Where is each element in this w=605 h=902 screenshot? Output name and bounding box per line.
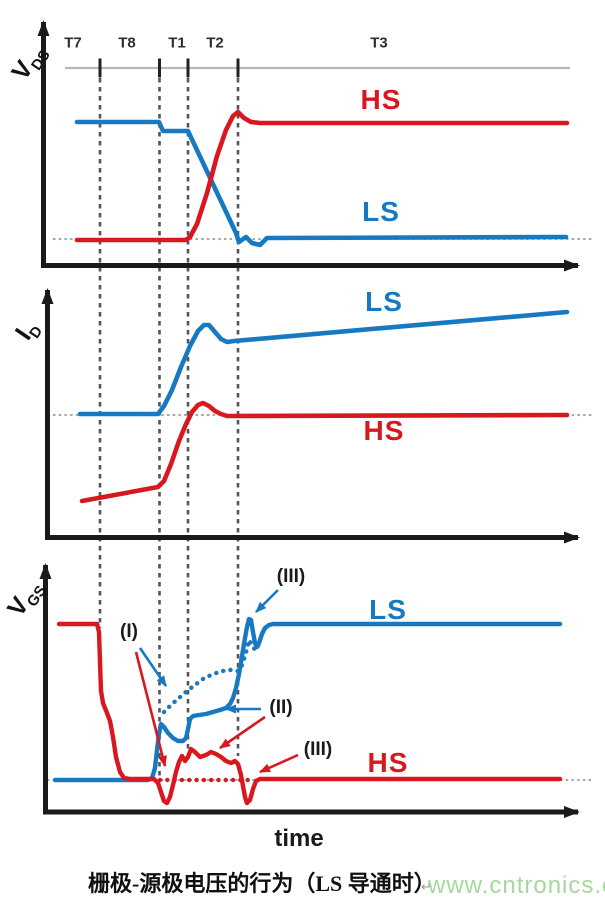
x-axis-label-time: time [274, 825, 324, 852]
trace-label-vds-hs: HS [360, 84, 402, 115]
trace-label-id-ls: LS [365, 286, 403, 317]
annotation-ii: (II) [269, 697, 293, 718]
annotation-iii-bottom: (III) [303, 739, 333, 760]
figure-caption: 栅极-源极电压的行为（LS 导通时） [88, 871, 436, 896]
trace-label-vgs-ls: LS [369, 594, 407, 625]
trace-label-id-hs: HS [363, 415, 405, 446]
annotation-iii-top: (III) [276, 566, 306, 587]
trace-label-vds-ls: LS [362, 196, 400, 227]
return-mark: ↵ [421, 879, 432, 894]
interval-label-t7: T7 [64, 34, 82, 52]
interval-label-t8: T8 [118, 34, 136, 52]
interval-label-t3: T3 [370, 34, 388, 52]
interval-label-t1: T1 [168, 34, 186, 52]
trace-label-vgs-hs: HS [367, 747, 409, 778]
interval-label-t2: T2 [206, 34, 224, 52]
annotation-i: (I) [120, 621, 138, 642]
watermark: www.cntronics.com [428, 872, 605, 899]
